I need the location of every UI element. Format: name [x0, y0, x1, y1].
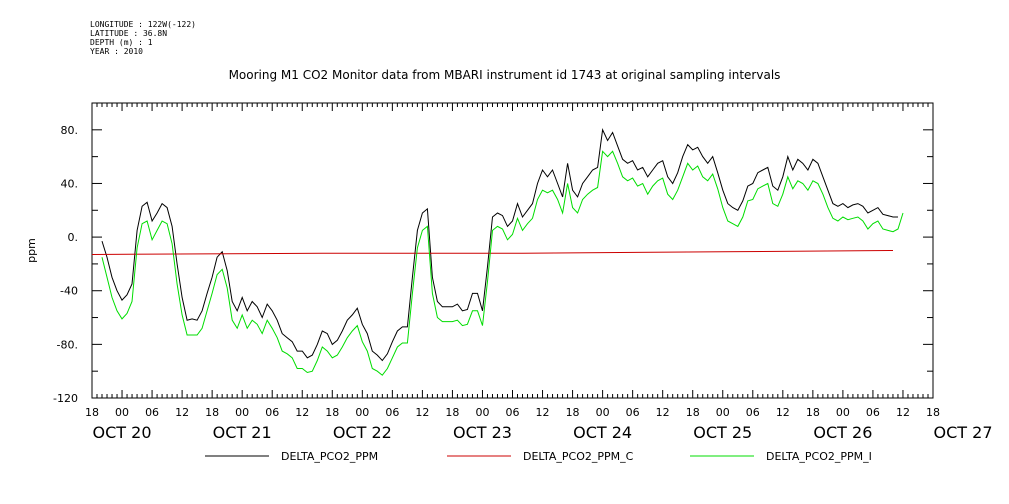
x-tick-label: 06 [626, 406, 640, 419]
legend-label-1: DELTA_PCO2_PPM [281, 450, 378, 463]
series-line-3 [101, 150, 904, 376]
x-date-label: OCT 25 [693, 423, 752, 442]
x-tick-label: 12 [536, 406, 550, 419]
y-tick-label: -40 [60, 285, 78, 298]
y-tick-label: 0. [68, 231, 79, 244]
depth-text: DEPTH (m) : 1 [90, 38, 153, 47]
year-text: YEAR : 2010 [90, 47, 143, 56]
x-tick-label: 00 [235, 406, 249, 419]
x-date-label: OCT 24 [573, 423, 632, 442]
x-tick-label: 00 [475, 406, 489, 419]
x-tick-label: 18 [806, 406, 820, 419]
x-tick-label: 18 [325, 406, 339, 419]
y-tick-label: 80. [61, 124, 79, 137]
series-line-2 [91, 250, 894, 255]
x-tick-label: 12 [896, 406, 910, 419]
chart-series [91, 128, 904, 376]
legend-label-3: DELTA_PCO2_PPM_I [766, 450, 872, 463]
longitude-text: LONGITUDE : 122W(-122) [90, 20, 196, 29]
x-tick-label: 06 [746, 406, 760, 419]
x-tick-label: 06 [866, 406, 880, 419]
x-date-label: OCT 27 [934, 423, 993, 442]
x-date-label: OCT 26 [813, 423, 872, 442]
x-tick-label: 18 [85, 406, 99, 419]
x-tick-label: 18 [926, 406, 940, 419]
x-tick-label: 18 [205, 406, 219, 419]
y-axis-label: ppm [25, 238, 38, 263]
x-tick-label: 18 [566, 406, 580, 419]
x-date-label: OCT 21 [213, 423, 272, 442]
y-tick-label: -120 [53, 392, 78, 405]
x-date-label: OCT 22 [333, 423, 392, 442]
x-tick-label: 00 [596, 406, 610, 419]
y-tick-label: 40. [61, 177, 79, 190]
x-tick-label: 00 [355, 406, 369, 419]
x-tick-label: 12 [415, 406, 429, 419]
x-tick-label: 06 [265, 406, 279, 419]
x-tick-label: 06 [385, 406, 399, 419]
x-date-label: OCT 23 [453, 423, 512, 442]
x-tick-label: 00 [716, 406, 730, 419]
x-tick-label: 00 [115, 406, 129, 419]
x-tick-label: 06 [506, 406, 520, 419]
x-tick-label: 12 [776, 406, 790, 419]
latitude-text: LATITUDE : 36.8N [90, 29, 168, 38]
x-tick-label: 00 [836, 406, 850, 419]
metadata-block: LONGITUDE : 122W(-122) LATITUDE : 36.8N … [90, 20, 196, 56]
legend-label-2: DELTA_PCO2_PPM_C [523, 450, 634, 463]
x-tick-label: 12 [175, 406, 189, 419]
x-tick-label: 12 [295, 406, 309, 419]
x-date-label: OCT 20 [93, 423, 152, 442]
chart-title: Mooring M1 CO2 Monitor data from MBARI i… [228, 68, 781, 82]
series-line-1 [101, 128, 898, 362]
chart-axes: -120 -80. -40 0. 40. 80. ppm 18 00 06 12 18 00 06 12 18… [25, 102, 993, 442]
x-tick-label: 18 [445, 406, 459, 419]
x-tick-label: 06 [145, 406, 159, 419]
x-tick-label: 12 [656, 406, 670, 419]
y-tick-label: -80. [57, 338, 78, 351]
x-tick-label: 18 [686, 406, 700, 419]
chart-legend: DELTA_PCO2_PPM DELTA_PCO2_PPM_C DELTA_PCO2… [205, 450, 872, 463]
plot-frame [91, 102, 934, 399]
